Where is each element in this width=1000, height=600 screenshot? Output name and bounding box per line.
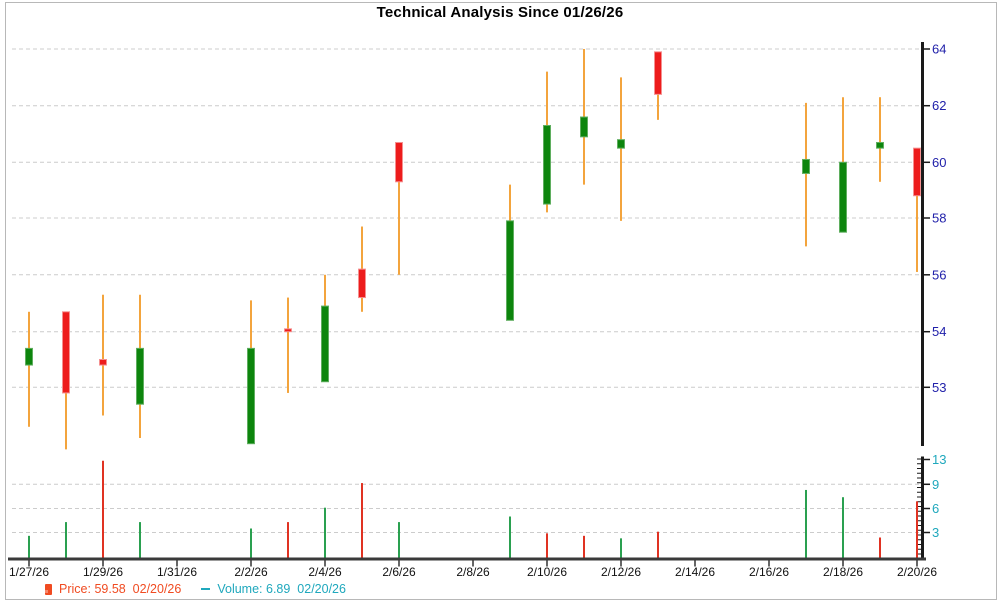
candle-body-2-17 bbox=[802, 158, 810, 174]
price-candle-icon bbox=[45, 583, 52, 595]
volume-axis-label: 13 bbox=[932, 452, 946, 467]
candle-body-2-10 bbox=[543, 125, 551, 205]
volume-bar-2-10 bbox=[546, 533, 548, 558]
date-label: 2/8/26 bbox=[456, 565, 490, 579]
volume-bar-1-29 bbox=[102, 460, 104, 558]
price-axis-label: 54 bbox=[932, 324, 946, 339]
legend-volume-label: Volume: bbox=[217, 582, 263, 596]
date-label: 1/27/26 bbox=[9, 565, 49, 579]
volume-axis-label: 6 bbox=[932, 501, 939, 516]
candle-body-1-30 bbox=[136, 347, 144, 405]
price-axis-label: 58 bbox=[932, 211, 946, 226]
legend-price-date: 02/20/26 bbox=[132, 582, 182, 596]
date-label: 2/18/26 bbox=[823, 565, 863, 579]
volume-bar-2-5 bbox=[361, 483, 363, 558]
date-label: 1/31/26 bbox=[157, 565, 197, 579]
volume-bar-2-20 bbox=[916, 501, 918, 558]
date-label: 2/20/26 bbox=[897, 565, 937, 579]
volume-bar-2-11 bbox=[583, 535, 585, 558]
candle-body-2-3 bbox=[284, 328, 292, 333]
volume-dash-icon bbox=[201, 588, 211, 590]
candle-body-2-20 bbox=[913, 147, 921, 197]
volume-bar-1-30 bbox=[139, 522, 141, 558]
legend-volume-date: 02/20/26 bbox=[297, 582, 346, 596]
candle-body-1-29 bbox=[99, 359, 107, 366]
candle-body-2-13 bbox=[654, 51, 662, 95]
date-label: 2/10/26 bbox=[527, 565, 567, 579]
date-label: 2/16/26 bbox=[749, 565, 789, 579]
volume-bar-2-19 bbox=[879, 537, 881, 558]
price-axis-label: 64 bbox=[932, 42, 946, 57]
volume-bar-1-28 bbox=[65, 522, 67, 558]
volume-bar-2-2 bbox=[250, 528, 252, 558]
volume-bar-2-9 bbox=[509, 516, 511, 558]
volume-bar-2-18 bbox=[842, 497, 844, 558]
volume-axis-line bbox=[921, 456, 924, 561]
legend-price-entry: Price: 59.58 02/20/26 bbox=[45, 582, 181, 596]
candle-body-2-2 bbox=[247, 347, 255, 445]
candle-body-2-19 bbox=[876, 141, 884, 149]
price-axis-label: 53 bbox=[932, 380, 946, 395]
candle-body-2-6 bbox=[395, 141, 403, 183]
legend-price-value: 59.58 bbox=[94, 582, 126, 596]
date-label: 2/12/26 bbox=[601, 565, 641, 579]
candle-body-2-12 bbox=[617, 139, 625, 149]
chart-title: Technical Analysis Since 01/26/26 bbox=[376, 4, 624, 21]
legend: Price: 59.58 02/20/26 Volume: 6.89 02/20… bbox=[45, 581, 346, 597]
legend-volume-entry: Volume: 6.89 02/20/26 bbox=[181, 582, 346, 596]
volume-bar-2-12 bbox=[620, 538, 622, 558]
legend-volume-value: 6.89 bbox=[266, 582, 291, 596]
candle-body-2-9 bbox=[506, 220, 514, 321]
volume-bar-2-13 bbox=[657, 531, 659, 558]
volume-axis-label: 3 bbox=[932, 525, 939, 540]
date-label: 2/2/26 bbox=[234, 565, 268, 579]
legend-price-label: Price: bbox=[59, 582, 91, 596]
volume-bar-2-17 bbox=[805, 489, 807, 558]
volume-bar-2-3 bbox=[287, 522, 289, 558]
date-label: 1/29/26 bbox=[83, 565, 123, 579]
candle-body-2-11 bbox=[580, 116, 588, 138]
candle-body-2-5 bbox=[358, 268, 366, 299]
x-axis-line bbox=[8, 557, 926, 561]
date-label: 2/14/26 bbox=[675, 565, 715, 579]
candle-body-2-18 bbox=[839, 161, 847, 233]
date-label: 2/6/26 bbox=[382, 565, 416, 579]
candle-body-1-28 bbox=[62, 311, 70, 394]
price-axis-label: 60 bbox=[932, 155, 946, 170]
price-axis-line bbox=[921, 42, 924, 446]
date-label: 2/4/26 bbox=[308, 565, 342, 579]
volume-axis-label: 9 bbox=[932, 477, 939, 492]
candle-body-1-27 bbox=[25, 347, 33, 366]
candle-body-2-4 bbox=[321, 305, 329, 383]
price-axis-label: 56 bbox=[932, 267, 946, 282]
price-axis-label: 62 bbox=[932, 98, 946, 113]
volume-bar-2-6 bbox=[398, 522, 400, 558]
volume-bar-2-4 bbox=[324, 507, 326, 558]
volume-bar-1-27 bbox=[28, 535, 30, 558]
